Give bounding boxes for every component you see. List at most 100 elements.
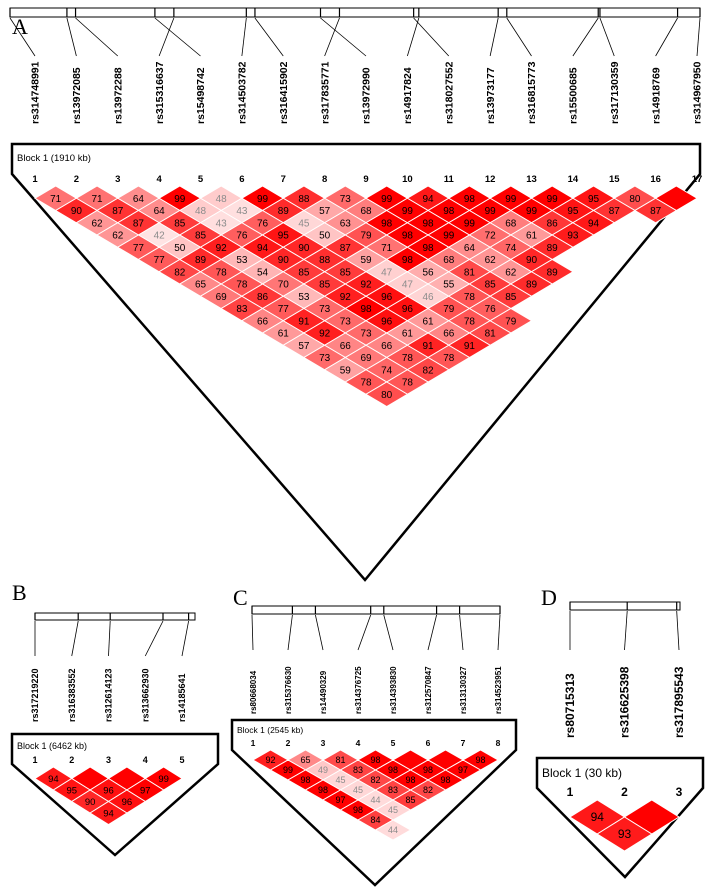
- ld-value: 98: [423, 243, 435, 254]
- marker-connector: [572, 17, 599, 57]
- ld-value: 77: [154, 255, 166, 266]
- ld-value: 96: [122, 797, 133, 808]
- ld-value: 59: [360, 255, 372, 266]
- ld-value: 47: [381, 267, 393, 278]
- marker-number: 3: [676, 785, 683, 799]
- marker-number: 1: [32, 174, 38, 185]
- ld-value: 92: [360, 280, 372, 291]
- ld-value: 90: [298, 243, 310, 254]
- marker-number: 2: [74, 174, 79, 185]
- marker-connector: [406, 17, 420, 57]
- ld-value: 98: [353, 805, 363, 815]
- ld-value: 61: [423, 316, 435, 327]
- panel-letter: D: [541, 585, 557, 610]
- snp-label: rs316383552: [67, 668, 77, 722]
- ld-value: 70: [278, 280, 290, 291]
- ld-value: 73: [340, 316, 352, 327]
- ld-value: 82: [174, 267, 186, 278]
- ld-cell: [596, 816, 653, 852]
- ld-value: 50: [319, 231, 331, 242]
- ld-value: 88: [298, 194, 310, 205]
- marker-number: 12: [485, 174, 496, 185]
- ld-value: 94: [591, 810, 605, 824]
- ld-value: 79: [443, 304, 455, 315]
- marker-connector: [71, 620, 79, 657]
- ld-cell: [633, 197, 678, 224]
- ld-value: 99: [443, 231, 455, 242]
- ld-value: 98: [423, 218, 435, 229]
- ld-value: 43: [216, 218, 228, 229]
- ld-value: 98: [300, 775, 310, 785]
- ld-value: 89: [547, 267, 559, 278]
- ld-value: 98: [443, 206, 455, 217]
- ld-value: 65: [300, 755, 310, 765]
- ld-value: 96: [381, 292, 393, 303]
- ld-value: 82: [423, 365, 435, 376]
- snp-label: rs317835771: [319, 61, 331, 124]
- ld-value: 86: [257, 292, 269, 303]
- ld-value: 87: [609, 206, 621, 217]
- ld-value: 94: [48, 774, 59, 785]
- marker-number: 2: [621, 785, 628, 799]
- ld-value: 69: [360, 353, 372, 364]
- snp-label: rs15500685: [568, 67, 580, 124]
- snp-label: rs313130327: [459, 666, 468, 714]
- marker-connector: [241, 17, 247, 57]
- snp-label: rs314967950: [692, 61, 704, 124]
- ld-value: 45: [388, 805, 398, 815]
- marker-connector: [108, 620, 111, 657]
- ld-value: 77: [133, 243, 145, 254]
- marker-connector: [181, 620, 189, 657]
- ld-value: 49: [318, 765, 328, 775]
- marker-connector: [144, 620, 164, 657]
- ld-value: 45: [335, 775, 345, 785]
- snp-label: rs314376725: [354, 666, 363, 714]
- ld-value: 96: [402, 304, 414, 315]
- snp-label: rs14917824: [402, 67, 414, 124]
- ld-value: 77: [278, 304, 290, 315]
- ld-value: 48: [195, 206, 207, 217]
- marker-number: 5: [179, 755, 184, 765]
- ld-value: 89: [195, 255, 207, 266]
- marker-connector: [676, 610, 680, 651]
- ld-value: 95: [66, 785, 77, 796]
- ld-value: 98: [475, 755, 485, 765]
- ld-value: 46: [423, 292, 435, 303]
- ld-value: 80: [381, 390, 393, 401]
- ld-value: 87: [133, 218, 145, 229]
- ld-value: 90: [85, 797, 96, 808]
- block-label: Block 1 (6462 kb): [17, 741, 87, 751]
- ld-value: 78: [360, 378, 372, 389]
- ld-value: 66: [340, 341, 352, 352]
- marker-connector: [66, 17, 77, 57]
- ld-value: 82: [370, 775, 380, 785]
- ld-value: 66: [443, 329, 455, 340]
- marker-number: 5: [391, 738, 396, 748]
- ld-value: 99: [485, 206, 497, 217]
- ld-value: 47: [402, 280, 414, 291]
- ld-value: 85: [505, 292, 517, 303]
- ld-value: 57: [319, 206, 331, 217]
- ld-value: 62: [112, 231, 124, 242]
- snp-label: rs15498742: [195, 67, 207, 124]
- marker-number: 3: [106, 755, 111, 765]
- marker-connector: [696, 17, 701, 57]
- ld-value: 44: [370, 795, 380, 805]
- ld-value: 99: [464, 218, 476, 229]
- marker-number: 17: [692, 174, 703, 185]
- snp-label: rs312570847: [424, 666, 433, 714]
- ld-value: 53: [298, 292, 310, 303]
- marker-connector: [506, 17, 532, 57]
- ld-value: 98: [370, 755, 380, 765]
- snp-label: rs13972990: [361, 67, 373, 124]
- snp-label: rs314503782: [237, 61, 249, 124]
- marker-number: 3: [115, 174, 120, 185]
- ld-value: 93: [618, 827, 632, 841]
- ld-value: 90: [278, 255, 290, 266]
- marker-number: 4: [143, 755, 148, 765]
- marker-number: 13: [526, 174, 537, 185]
- marker-number: 6: [426, 738, 431, 748]
- ld-value: 79: [360, 231, 372, 242]
- ld-value: 88: [319, 255, 331, 266]
